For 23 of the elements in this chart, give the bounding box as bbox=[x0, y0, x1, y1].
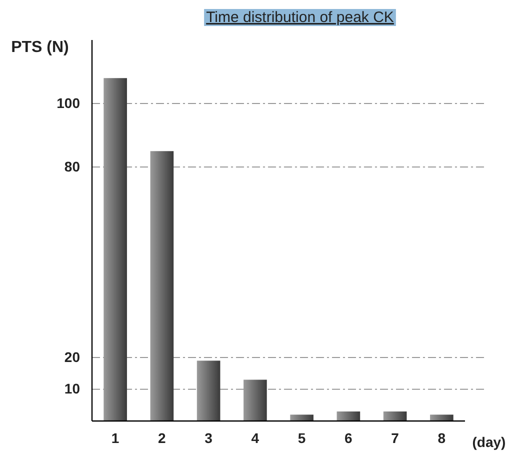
x-tick-label: 5 bbox=[298, 430, 306, 446]
x-tick-label: 7 bbox=[391, 430, 400, 446]
bar bbox=[244, 380, 267, 421]
x-axis-title: (day) bbox=[472, 434, 506, 450]
bar bbox=[150, 151, 174, 421]
bar bbox=[290, 414, 314, 421]
chart-title: Time distribution of peak CK bbox=[206, 9, 394, 26]
bar bbox=[430, 414, 454, 421]
x-tick-label: 3 bbox=[204, 430, 213, 446]
bar bbox=[383, 411, 407, 421]
y-axis-title: PTS (N) bbox=[11, 39, 69, 56]
x-tick-label: 8 bbox=[438, 430, 446, 446]
x-tick-label: 2 bbox=[158, 430, 166, 446]
bar bbox=[104, 78, 127, 421]
y-tick-label: 10 bbox=[64, 380, 80, 397]
x-tick-label: 6 bbox=[344, 430, 353, 446]
x-tick-label: 1 bbox=[111, 430, 120, 446]
y-tick-label: 80 bbox=[64, 158, 80, 174]
bar bbox=[196, 360, 220, 421]
x-tick-label: 4 bbox=[251, 430, 260, 446]
y-tick-label: 20 bbox=[64, 348, 80, 365]
bar bbox=[336, 411, 360, 421]
y-tick-label: 100 bbox=[56, 94, 80, 111]
